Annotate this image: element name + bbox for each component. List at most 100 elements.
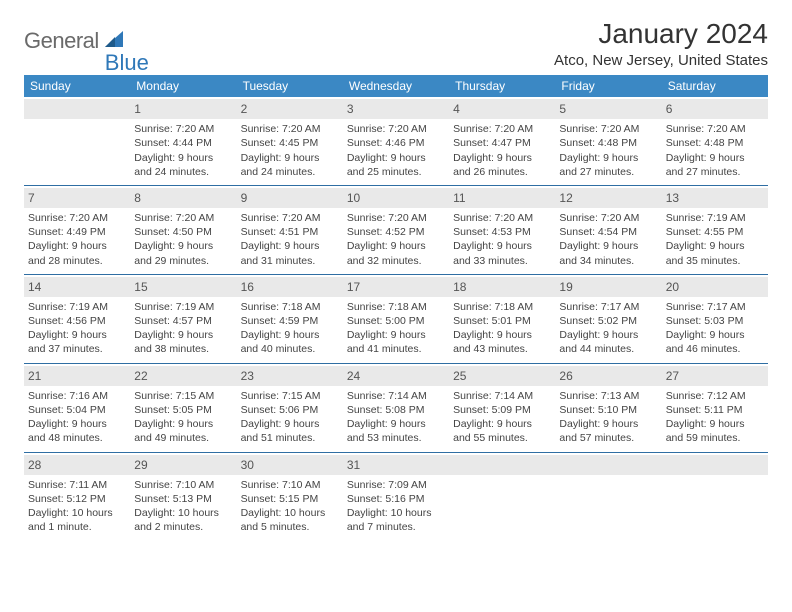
day-cell: . bbox=[449, 453, 555, 541]
day-cell: 17Sunrise: 7:18 AMSunset: 5:00 PMDayligh… bbox=[343, 275, 449, 363]
day-number: 16 bbox=[237, 277, 343, 297]
daylight-text: Daylight: 9 hours bbox=[347, 239, 445, 253]
sunset-text: Sunset: 4:50 PM bbox=[134, 225, 232, 239]
daylight-text: and 24 minutes. bbox=[134, 165, 232, 179]
day-cell: 3Sunrise: 7:20 AMSunset: 4:46 PMDaylight… bbox=[343, 97, 449, 185]
daylight-text: and 51 minutes. bbox=[241, 431, 339, 445]
sunrise-text: Sunrise: 7:20 AM bbox=[453, 211, 551, 225]
sunrise-text: Sunrise: 7:20 AM bbox=[559, 211, 657, 225]
sunrise-text: Sunrise: 7:19 AM bbox=[134, 300, 232, 314]
day-cell: 21Sunrise: 7:16 AMSunset: 5:04 PMDayligh… bbox=[24, 364, 130, 452]
daylight-text: and 26 minutes. bbox=[453, 165, 551, 179]
daylight-text: and 40 minutes. bbox=[241, 342, 339, 356]
day-of-week-row: Sunday Monday Tuesday Wednesday Thursday… bbox=[24, 75, 768, 97]
sunrise-text: Sunrise: 7:20 AM bbox=[347, 211, 445, 225]
sunrise-text: Sunrise: 7:20 AM bbox=[347, 122, 445, 136]
day-cell: 23Sunrise: 7:15 AMSunset: 5:06 PMDayligh… bbox=[237, 364, 343, 452]
week-row: 14Sunrise: 7:19 AMSunset: 4:56 PMDayligh… bbox=[24, 275, 768, 364]
sunrise-text: Sunrise: 7:19 AM bbox=[28, 300, 126, 314]
daylight-text: and 43 minutes. bbox=[453, 342, 551, 356]
daylight-text: Daylight: 9 hours bbox=[28, 328, 126, 342]
day-cell: 25Sunrise: 7:14 AMSunset: 5:09 PMDayligh… bbox=[449, 364, 555, 452]
daylight-text: Daylight: 9 hours bbox=[347, 151, 445, 165]
sunrise-text: Sunrise: 7:19 AM bbox=[666, 211, 764, 225]
daylight-text: Daylight: 9 hours bbox=[241, 417, 339, 431]
dow-friday: Friday bbox=[555, 75, 661, 97]
dow-thursday: Thursday bbox=[449, 75, 555, 97]
day-number: 31 bbox=[343, 455, 449, 475]
day-number: . bbox=[555, 455, 661, 475]
daylight-text: Daylight: 9 hours bbox=[28, 417, 126, 431]
sunset-text: Sunset: 4:48 PM bbox=[666, 136, 764, 150]
daylight-text: and 27 minutes. bbox=[559, 165, 657, 179]
daylight-text: Daylight: 9 hours bbox=[666, 417, 764, 431]
daylight-text: Daylight: 9 hours bbox=[559, 151, 657, 165]
sunrise-text: Sunrise: 7:11 AM bbox=[28, 478, 126, 492]
day-number: 13 bbox=[662, 188, 768, 208]
sunset-text: Sunset: 5:01 PM bbox=[453, 314, 551, 328]
sunrise-text: Sunrise: 7:10 AM bbox=[134, 478, 232, 492]
sunrise-text: Sunrise: 7:13 AM bbox=[559, 389, 657, 403]
day-cell: 24Sunrise: 7:14 AMSunset: 5:08 PMDayligh… bbox=[343, 364, 449, 452]
daylight-text: and 53 minutes. bbox=[347, 431, 445, 445]
day-number: . bbox=[449, 455, 555, 475]
day-number: 30 bbox=[237, 455, 343, 475]
dow-wednesday: Wednesday bbox=[343, 75, 449, 97]
logo: General Blue bbox=[24, 18, 149, 64]
daylight-text: and 38 minutes. bbox=[134, 342, 232, 356]
day-number: 14 bbox=[24, 277, 130, 297]
daylight-text: Daylight: 10 hours bbox=[134, 506, 232, 520]
daylight-text: and 25 minutes. bbox=[347, 165, 445, 179]
day-cell: 5 Sunrise: 7:20 AMSunset: 4:48 PMDaylight… bbox=[555, 97, 661, 185]
daylight-text: and 46 minutes. bbox=[666, 342, 764, 356]
sunset-text: Sunset: 5:12 PM bbox=[28, 492, 126, 506]
sunrise-text: Sunrise: 7:15 AM bbox=[134, 389, 232, 403]
daylight-text: and 24 minutes. bbox=[241, 165, 339, 179]
dow-tuesday: Tuesday bbox=[237, 75, 343, 97]
day-cell: . bbox=[555, 453, 661, 541]
day-cell: 10Sunrise: 7:20 AMSunset: 4:52 PMDayligh… bbox=[343, 186, 449, 274]
day-cell: . bbox=[24, 97, 130, 185]
sunrise-text: Sunrise: 7:20 AM bbox=[559, 122, 657, 136]
daylight-text: Daylight: 9 hours bbox=[28, 239, 126, 253]
daylight-text: Daylight: 10 hours bbox=[347, 506, 445, 520]
sunset-text: Sunset: 5:05 PM bbox=[134, 403, 232, 417]
daylight-text: Daylight: 9 hours bbox=[347, 328, 445, 342]
sunset-text: Sunset: 4:48 PM bbox=[559, 136, 657, 150]
day-number: . bbox=[24, 99, 130, 119]
day-cell: 12Sunrise: 7:20 AMSunset: 4:54 PMDayligh… bbox=[555, 186, 661, 274]
day-number: 18 bbox=[449, 277, 555, 297]
daylight-text: and 7 minutes. bbox=[347, 520, 445, 534]
logo-text-blue: Blue bbox=[105, 50, 149, 76]
week-row: 7Sunrise: 7:20 AMSunset: 4:49 PMDaylight… bbox=[24, 186, 768, 275]
day-cell: 30Sunrise: 7:10 AMSunset: 5:15 PMDayligh… bbox=[237, 453, 343, 541]
day-number: 3 bbox=[343, 99, 449, 119]
daylight-text: and 37 minutes. bbox=[28, 342, 126, 356]
sunrise-text: Sunrise: 7:20 AM bbox=[453, 122, 551, 136]
sunset-text: Sunset: 4:53 PM bbox=[453, 225, 551, 239]
day-number: 27 bbox=[662, 366, 768, 386]
day-number: 19 bbox=[555, 277, 661, 297]
sunset-text: Sunset: 5:04 PM bbox=[28, 403, 126, 417]
daylight-text: Daylight: 9 hours bbox=[559, 417, 657, 431]
sunrise-text: Sunrise: 7:20 AM bbox=[134, 122, 232, 136]
week-row: 21Sunrise: 7:16 AMSunset: 5:04 PMDayligh… bbox=[24, 364, 768, 453]
day-cell: 7Sunrise: 7:20 AMSunset: 4:49 PMDaylight… bbox=[24, 186, 130, 274]
daylight-text: and 44 minutes. bbox=[559, 342, 657, 356]
daylight-text: and 57 minutes. bbox=[559, 431, 657, 445]
sunrise-text: Sunrise: 7:14 AM bbox=[347, 389, 445, 403]
daylight-text: Daylight: 9 hours bbox=[666, 328, 764, 342]
month-title: January 2024 bbox=[554, 18, 768, 50]
daylight-text: Daylight: 9 hours bbox=[241, 328, 339, 342]
sunrise-text: Sunrise: 7:09 AM bbox=[347, 478, 445, 492]
daylight-text: Daylight: 9 hours bbox=[134, 239, 232, 253]
day-number: 5 bbox=[555, 99, 661, 119]
daylight-text: Daylight: 9 hours bbox=[134, 328, 232, 342]
sunset-text: Sunset: 5:02 PM bbox=[559, 314, 657, 328]
day-number: 15 bbox=[130, 277, 236, 297]
daylight-text: Daylight: 9 hours bbox=[453, 417, 551, 431]
daylight-text: and 59 minutes. bbox=[666, 431, 764, 445]
day-number: 26 bbox=[555, 366, 661, 386]
sunrise-text: Sunrise: 7:18 AM bbox=[453, 300, 551, 314]
day-number: . bbox=[662, 455, 768, 475]
